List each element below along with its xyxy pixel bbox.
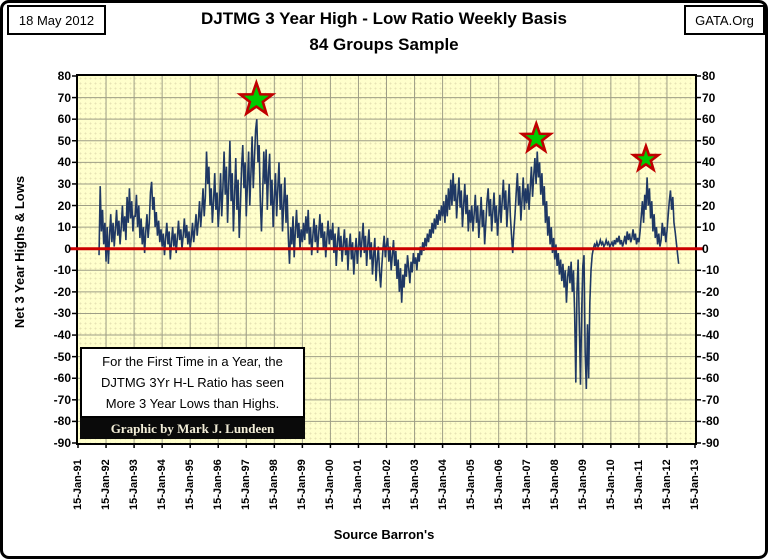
y-axis-tick-label-left: 20 [57, 198, 71, 213]
y-axis-tick-label-right: -60 [702, 371, 720, 386]
x-axis-tick-label: 15-Jan-00 [324, 459, 337, 510]
y-axis-tick-label-right: 80 [702, 69, 716, 83]
y-axis-tick-label-left: 30 [57, 176, 71, 191]
y-axis-tick-label-right: 50 [702, 133, 716, 148]
y-axis-tick-label-right: 60 [702, 112, 716, 127]
y-axis-tick-label-left: -60 [53, 371, 71, 386]
x-axis-tick-label: 15-Jan-08 [548, 459, 561, 510]
chart-subtitle: 84 Groups Sample [309, 35, 459, 54]
annotation-box: For the First Time in a Year, the DJTMG … [80, 347, 305, 418]
x-axis-tick-label: 15-Jan-93 [128, 459, 141, 510]
y-axis-tick-label-right: 30 [702, 176, 716, 191]
y-axis-tick-label-left: -30 [53, 306, 71, 321]
y-axis-tick-label-right: 0 [702, 241, 709, 256]
y-axis-tick-label-left: -70 [53, 392, 71, 407]
credit-bar: Graphic by Mark J. Lundeen [80, 418, 305, 439]
org-label: GATA.Org [695, 12, 754, 28]
annotation-line: For the First Time in a Year, the [102, 354, 283, 369]
x-axis-tick-label: 15-Jan-03 [408, 459, 421, 510]
x-axis-tick-label: 15-Jan-97 [240, 459, 253, 510]
x-axis-tick-label: 15-Jan-94 [156, 459, 169, 510]
x-axis-tick-label: 15-Jan-12 [660, 459, 673, 510]
y-axis-tick-label-left: 80 [57, 69, 71, 83]
chart-title: DJTMG 3 Year High - Low Ratio Weekly Bas… [201, 9, 567, 28]
x-axis-tick-label: 15-Jan-95 [184, 459, 197, 510]
x-axis-tick-label: 15-Jan-11 [632, 459, 645, 510]
date-label: 18 May 2012 [18, 12, 95, 28]
x-axis-tick-label: 15-Jan-02 [380, 459, 393, 510]
org-box: GATA.Org [684, 5, 765, 35]
y-axis-tick-label-left: -80 [53, 414, 71, 429]
x-axis-tick-label: 15-Jan-07 [520, 459, 533, 510]
y-axis-tick-label-left: -40 [53, 328, 71, 343]
y-axis-tick-label-left: -10 [53, 263, 71, 278]
y-axis-tick-label-left: 10 [57, 220, 71, 235]
y-axis-tick-label-left: -90 [53, 436, 71, 450]
y-axis-tick-label-left: -20 [53, 284, 71, 299]
y-axis-tick-label-right: -70 [702, 392, 720, 407]
x-axis-tick-label: 15-Jan-09 [576, 459, 589, 510]
x-axis-tick-label: 15-Jan-01 [352, 459, 365, 510]
y-axis-tick-label-left: 0 [64, 241, 71, 256]
x-axis-tick-label: 15-Jan-05 [464, 459, 477, 510]
y-axis-title: Net 3 Year Highs & Lows [12, 175, 27, 329]
x-axis-tick-label: 15-Jan-04 [436, 459, 449, 510]
y-axis-tick-label-right: -30 [702, 306, 720, 321]
source-label: Source Barron's [333, 527, 435, 542]
y-axis-tick-label-left: 60 [57, 112, 71, 127]
y-axis-tick-label-right: -10 [702, 263, 720, 278]
y-axis-tick-label-left: 40 [57, 155, 71, 170]
y-axis-tick-label-right: -40 [702, 328, 720, 343]
y-axis-tick-label-right: -20 [702, 284, 720, 299]
y-axis-tick-label-right: -90 [702, 436, 720, 450]
credit-label: Graphic by Mark J. Lundeen [110, 420, 275, 436]
y-axis-tick-label-right: 10 [702, 220, 716, 235]
y-axis-tick-label-left: 70 [57, 90, 71, 105]
annotation-line: More 3 Year Lows than Highs. [105, 396, 280, 411]
star-marker [236, 78, 277, 117]
x-axis-tick-label: 15-Jan-96 [212, 459, 225, 510]
x-axis-tick-label: 15-Jan-91 [72, 459, 84, 510]
x-axis-tick-label: 15-Jan-92 [100, 459, 113, 510]
y-axis-tick-label-right: 70 [702, 90, 716, 105]
x-axis-tick-label: 15-Jan-06 [492, 459, 505, 510]
star-marker [518, 119, 555, 154]
y-axis-tick-label-right: -80 [702, 414, 720, 429]
x-axis-tick-label: 15-Jan-98 [268, 459, 281, 510]
y-axis-tick-label-left: 50 [57, 133, 71, 148]
date-box: 18 May 2012 [7, 5, 106, 35]
series-line [98, 119, 680, 390]
star-marker [629, 142, 663, 173]
annotation-line: DJTMG 3Yr H-L Ratio has seen [100, 375, 285, 390]
x-axis-tick-label: 15-Jan-10 [604, 459, 617, 510]
y-axis-tick-label-right: 40 [702, 155, 716, 170]
y-axis-tick-label-right: -50 [702, 349, 720, 364]
x-axis-tick-label: 15-Jan-99 [296, 459, 309, 510]
x-axis-tick-label: 15-Jan-13 [689, 459, 701, 510]
y-axis-tick-label-left: -50 [53, 349, 71, 364]
y-axis-tick-label-right: 20 [702, 198, 716, 213]
